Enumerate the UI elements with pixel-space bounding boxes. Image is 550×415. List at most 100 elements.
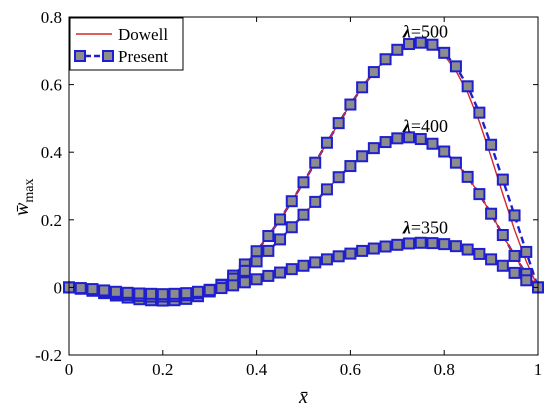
present-point-lambda-500 <box>367 66 380 79</box>
present-point-lambda-400 <box>379 136 392 149</box>
curve-label-lambda-500: λ=500 <box>402 21 448 41</box>
lambda-value: =350 <box>411 217 448 237</box>
y-tick-label: -0.2 <box>35 346 62 365</box>
present-point-lambda-500 <box>520 245 533 258</box>
present-point-lambda-350 <box>356 244 369 257</box>
present-point-lambda-400 <box>250 255 263 268</box>
present-point-lambda-500 <box>508 209 521 222</box>
y-tick-label: 0 <box>54 278 63 297</box>
present-point-lambda-350 <box>203 284 216 297</box>
present-point-lambda-500 <box>297 176 310 189</box>
present-point-lambda-400 <box>391 132 404 145</box>
present-point-lambda-500 <box>496 173 509 186</box>
present-point-lambda-400 <box>508 249 521 262</box>
present-point-lambda-500 <box>309 156 322 169</box>
present-point-lambda-400 <box>274 233 287 246</box>
present-point-lambda-400 <box>344 160 357 173</box>
x-tick-label: 0.6 <box>340 360 361 379</box>
present-point-lambda-350 <box>485 253 498 266</box>
present-point-lambda-400 <box>485 207 498 220</box>
x-axis-label: x̄ <box>298 386 308 408</box>
plot-area <box>63 36 544 307</box>
present-point-lambda-350 <box>297 259 310 272</box>
present-point-lambda-350 <box>379 240 392 253</box>
present-point-lambda-350 <box>156 288 169 301</box>
present-point-lambda-400 <box>496 229 509 242</box>
present-point-lambda-500 <box>320 136 333 149</box>
present-point-lambda-500 <box>449 60 462 73</box>
present-point-lambda-350 <box>332 250 345 263</box>
present-point-lambda-500 <box>344 98 357 111</box>
lambda-value: =500 <box>411 21 448 41</box>
present-point-lambda-350 <box>461 243 474 256</box>
present-point-lambda-400 <box>438 145 451 158</box>
present-point-lambda-400 <box>297 208 310 221</box>
present-point-lambda-350 <box>180 287 193 300</box>
present-point-lambda-400 <box>461 170 474 183</box>
x-tick-label: 0.2 <box>152 360 173 379</box>
present-point-lambda-400 <box>320 183 333 196</box>
present-point-lambda-350 <box>250 273 263 286</box>
y-axis-label: w̄max <box>11 179 37 216</box>
y-tick-label: 0.8 <box>41 8 62 27</box>
x-tick-label: 0 <box>65 360 74 379</box>
present-point-lambda-500 <box>285 195 298 208</box>
present-point-lambda-500 <box>379 53 392 66</box>
present-point-lambda-500 <box>426 38 439 51</box>
y-axis-label-main: w̄ <box>11 202 33 216</box>
present-point-lambda-500 <box>473 106 486 119</box>
present-point-lambda-350 <box>227 279 240 292</box>
curve-labels: λ=500 λ =400 λ=350 <box>402 21 448 237</box>
present-point-lambda-350 <box>133 287 146 300</box>
present-point-lambda-350 <box>403 237 416 250</box>
present-point-lambda-350 <box>414 236 427 249</box>
present-point-lambda-400 <box>262 244 275 257</box>
present-point-lambda-350 <box>367 242 380 255</box>
present-point-lambda-400 <box>356 150 369 163</box>
present-point-lambda-350 <box>109 285 122 298</box>
present-point-lambda-500 <box>250 245 263 258</box>
legend-box <box>69 17 184 71</box>
present-point-lambda-400 <box>473 188 486 201</box>
lambda-value: =400 <box>411 116 448 136</box>
present-point-lambda-350 <box>344 247 357 260</box>
present-point-lambda-350 <box>238 276 251 289</box>
present-point-lambda-400 <box>367 142 380 155</box>
y-tick-label: 0.4 <box>41 143 63 162</box>
present-point-lambda-350 <box>285 263 298 276</box>
present-point-lambda-350 <box>262 269 275 282</box>
lambda-symbol: λ <box>402 217 411 237</box>
present-point-lambda-350 <box>426 237 439 250</box>
y-tick-label: 0.6 <box>41 76 62 95</box>
present-point-lambda-500 <box>438 46 451 59</box>
present-point-lambda-350 <box>74 282 87 295</box>
present-point-lambda-500 <box>403 38 416 51</box>
present-point-lambda-350 <box>496 259 509 272</box>
present-point-lambda-400 <box>403 131 416 144</box>
present-point-lambda-400 <box>238 264 251 277</box>
curve-label-lambda-350: λ=350 <box>402 217 448 237</box>
present-point-lambda-500 <box>356 81 369 94</box>
y-axis-label-sub: max <box>22 179 37 203</box>
present-point-lambda-350 <box>473 247 486 260</box>
legend-present-marker <box>102 50 114 62</box>
present-point-lambda-500 <box>461 80 474 93</box>
series-group-lambda-400 <box>63 131 544 303</box>
plot-frame <box>68 16 539 356</box>
present-point-lambda-350 <box>168 287 181 300</box>
present-point-lambda-400 <box>309 195 322 208</box>
present-point-lambda-350 <box>191 285 204 298</box>
y-tick-label: 0.2 <box>41 211 62 230</box>
legend-present-label: Present <box>118 47 168 66</box>
present-point-lambda-350 <box>86 283 99 296</box>
series-group-lambda-350 <box>63 236 544 301</box>
present-point-lambda-350 <box>145 287 158 300</box>
present-point-lambda-500 <box>262 230 275 243</box>
present-point-lambda-350 <box>121 286 134 299</box>
present-point-lambda-350 <box>215 282 228 295</box>
present-point-lambda-350 <box>98 284 111 297</box>
present-point-lambda-350 <box>309 256 322 269</box>
x-tick-label: 0.4 <box>246 360 268 379</box>
x-tick-label: 0.8 <box>434 360 455 379</box>
